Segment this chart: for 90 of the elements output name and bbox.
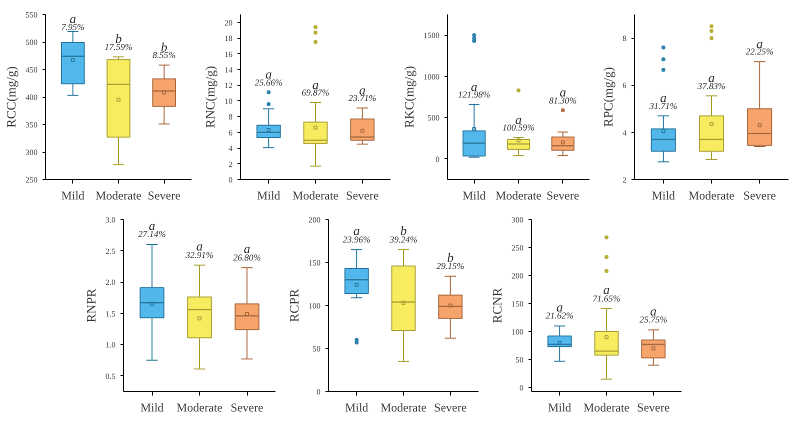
annotation: 121.98% xyxy=(458,90,490,100)
annotation: 26.80% xyxy=(233,252,261,262)
x-tick-label: Severe xyxy=(546,188,580,202)
y-tick-label: 1500 xyxy=(424,31,440,40)
annotation: 100.59% xyxy=(502,122,535,133)
y-tick-label: 100 xyxy=(512,328,524,337)
y-axis-title: RNPR xyxy=(84,288,98,322)
annotation: 25.75% xyxy=(640,314,668,325)
y-tick-label: 500 xyxy=(428,114,440,123)
y-axis-title: RPC(mg/g) xyxy=(600,67,616,127)
x-tick-label: Severe xyxy=(346,188,379,202)
x-tick-label: Moderate xyxy=(292,188,338,202)
x-tick-label: Moderate xyxy=(584,400,630,414)
y-axis-title: RNC(mg/g) xyxy=(202,66,218,128)
annotation: 32.91% xyxy=(184,250,214,260)
y-tick-label: 0 xyxy=(228,176,232,184)
y-tick-label: 0 xyxy=(436,154,440,164)
y-tick-label: 4 xyxy=(622,128,626,138)
y-tick-label: 2 xyxy=(622,176,626,184)
x-tick-label: Severe xyxy=(230,400,264,414)
y-tick-label: 50 xyxy=(516,356,524,365)
x-tick-label: Moderate xyxy=(688,188,734,202)
y-tick-label: 0.5 xyxy=(106,372,116,381)
y-tick-label: 150 xyxy=(308,258,320,268)
y-tick-label: 250 xyxy=(512,244,524,253)
y-tick-label: 150 xyxy=(512,300,524,309)
y-tick-label: 16 xyxy=(224,50,232,59)
y-tick-label: 2.5 xyxy=(106,246,116,256)
y-tick-label: 1000 xyxy=(424,72,440,82)
y-tick-label: 0 xyxy=(316,388,320,396)
y-tick-label: 14 xyxy=(224,66,232,74)
x-tick-label: Mild xyxy=(61,188,85,202)
y-axis-title: RCPR xyxy=(286,288,302,322)
annotation: 37.83% xyxy=(696,80,726,91)
x-tick-label: Moderate xyxy=(176,400,222,414)
y-axis-title: RKC(mg/g) xyxy=(402,66,416,128)
y-tick-label: 6 xyxy=(228,128,232,138)
y-tick-label: 8 xyxy=(622,34,626,44)
y-tick-label: 0 xyxy=(520,384,524,393)
y-tick-label: 200 xyxy=(512,272,524,281)
y-tick-label: 100 xyxy=(308,302,320,310)
y-tick-label: 300 xyxy=(512,216,524,224)
annotation: 31.71% xyxy=(648,100,678,111)
y-tick-label: 2.0 xyxy=(106,278,116,288)
x-tick-label: Mild xyxy=(652,188,676,202)
y-tick-label: 8 xyxy=(228,112,232,122)
annotation: 23.71% xyxy=(348,93,376,104)
y-tick-label: 2 xyxy=(228,160,232,169)
annotation: 21.62% xyxy=(546,310,574,321)
annotation: 81.30% xyxy=(549,95,577,106)
y-tick-label: 6 xyxy=(622,81,626,90)
annotation: 69.87% xyxy=(302,88,330,98)
y-tick-label: 3.0 xyxy=(106,216,116,224)
x-tick-label: Moderate xyxy=(96,188,142,202)
y-tick-label: 12 xyxy=(224,81,232,90)
y-tick-label: 50 xyxy=(312,344,320,354)
annotation: 23.96% xyxy=(342,234,370,244)
y-tick-label: 200 xyxy=(308,216,320,224)
y-tick-label: 350 xyxy=(26,120,38,130)
x-tick-label: Severe xyxy=(637,400,670,414)
y-tick-label: 18 xyxy=(224,34,232,44)
y-tick-label: 400 xyxy=(26,93,38,102)
x-tick-label: Moderate xyxy=(380,400,426,414)
y-tick-label: 250 xyxy=(26,176,38,184)
y-tick-label: 450 xyxy=(26,66,38,74)
annotation: 7.95% xyxy=(61,22,84,32)
y-tick-label: 300 xyxy=(26,148,38,157)
y-tick-label: 4 xyxy=(228,144,232,154)
annotation: 39.24% xyxy=(388,234,418,244)
y-axis-title: RCNR xyxy=(490,287,504,324)
annotation: 22.25% xyxy=(746,46,774,57)
x-tick-label: Mild xyxy=(462,188,486,202)
x-tick-label: Mild xyxy=(548,400,572,414)
y-tick-label: 500 xyxy=(26,38,38,47)
y-axis-title: RCC(mg/g) xyxy=(4,66,18,128)
x-tick-label: Moderate xyxy=(496,188,542,202)
y-tick-label: 550 xyxy=(26,10,38,20)
y-tick-label: 1.5 xyxy=(106,309,116,318)
annotation: 71.65% xyxy=(592,293,620,304)
y-tick-label: 1.0 xyxy=(106,340,116,350)
x-tick-label: Mild xyxy=(140,400,164,414)
x-tick-label: Severe xyxy=(434,400,467,414)
annotation: 27.14% xyxy=(138,229,166,240)
x-tick-label: Severe xyxy=(148,188,180,202)
annotation: 25.66% xyxy=(254,77,282,88)
y-tick-label: 10 xyxy=(224,96,232,106)
x-tick-label: Mild xyxy=(256,188,280,202)
x-tick-label: Mild xyxy=(344,400,368,414)
x-tick-label: Severe xyxy=(743,188,776,202)
y-tick-label: 20 xyxy=(224,18,232,28)
